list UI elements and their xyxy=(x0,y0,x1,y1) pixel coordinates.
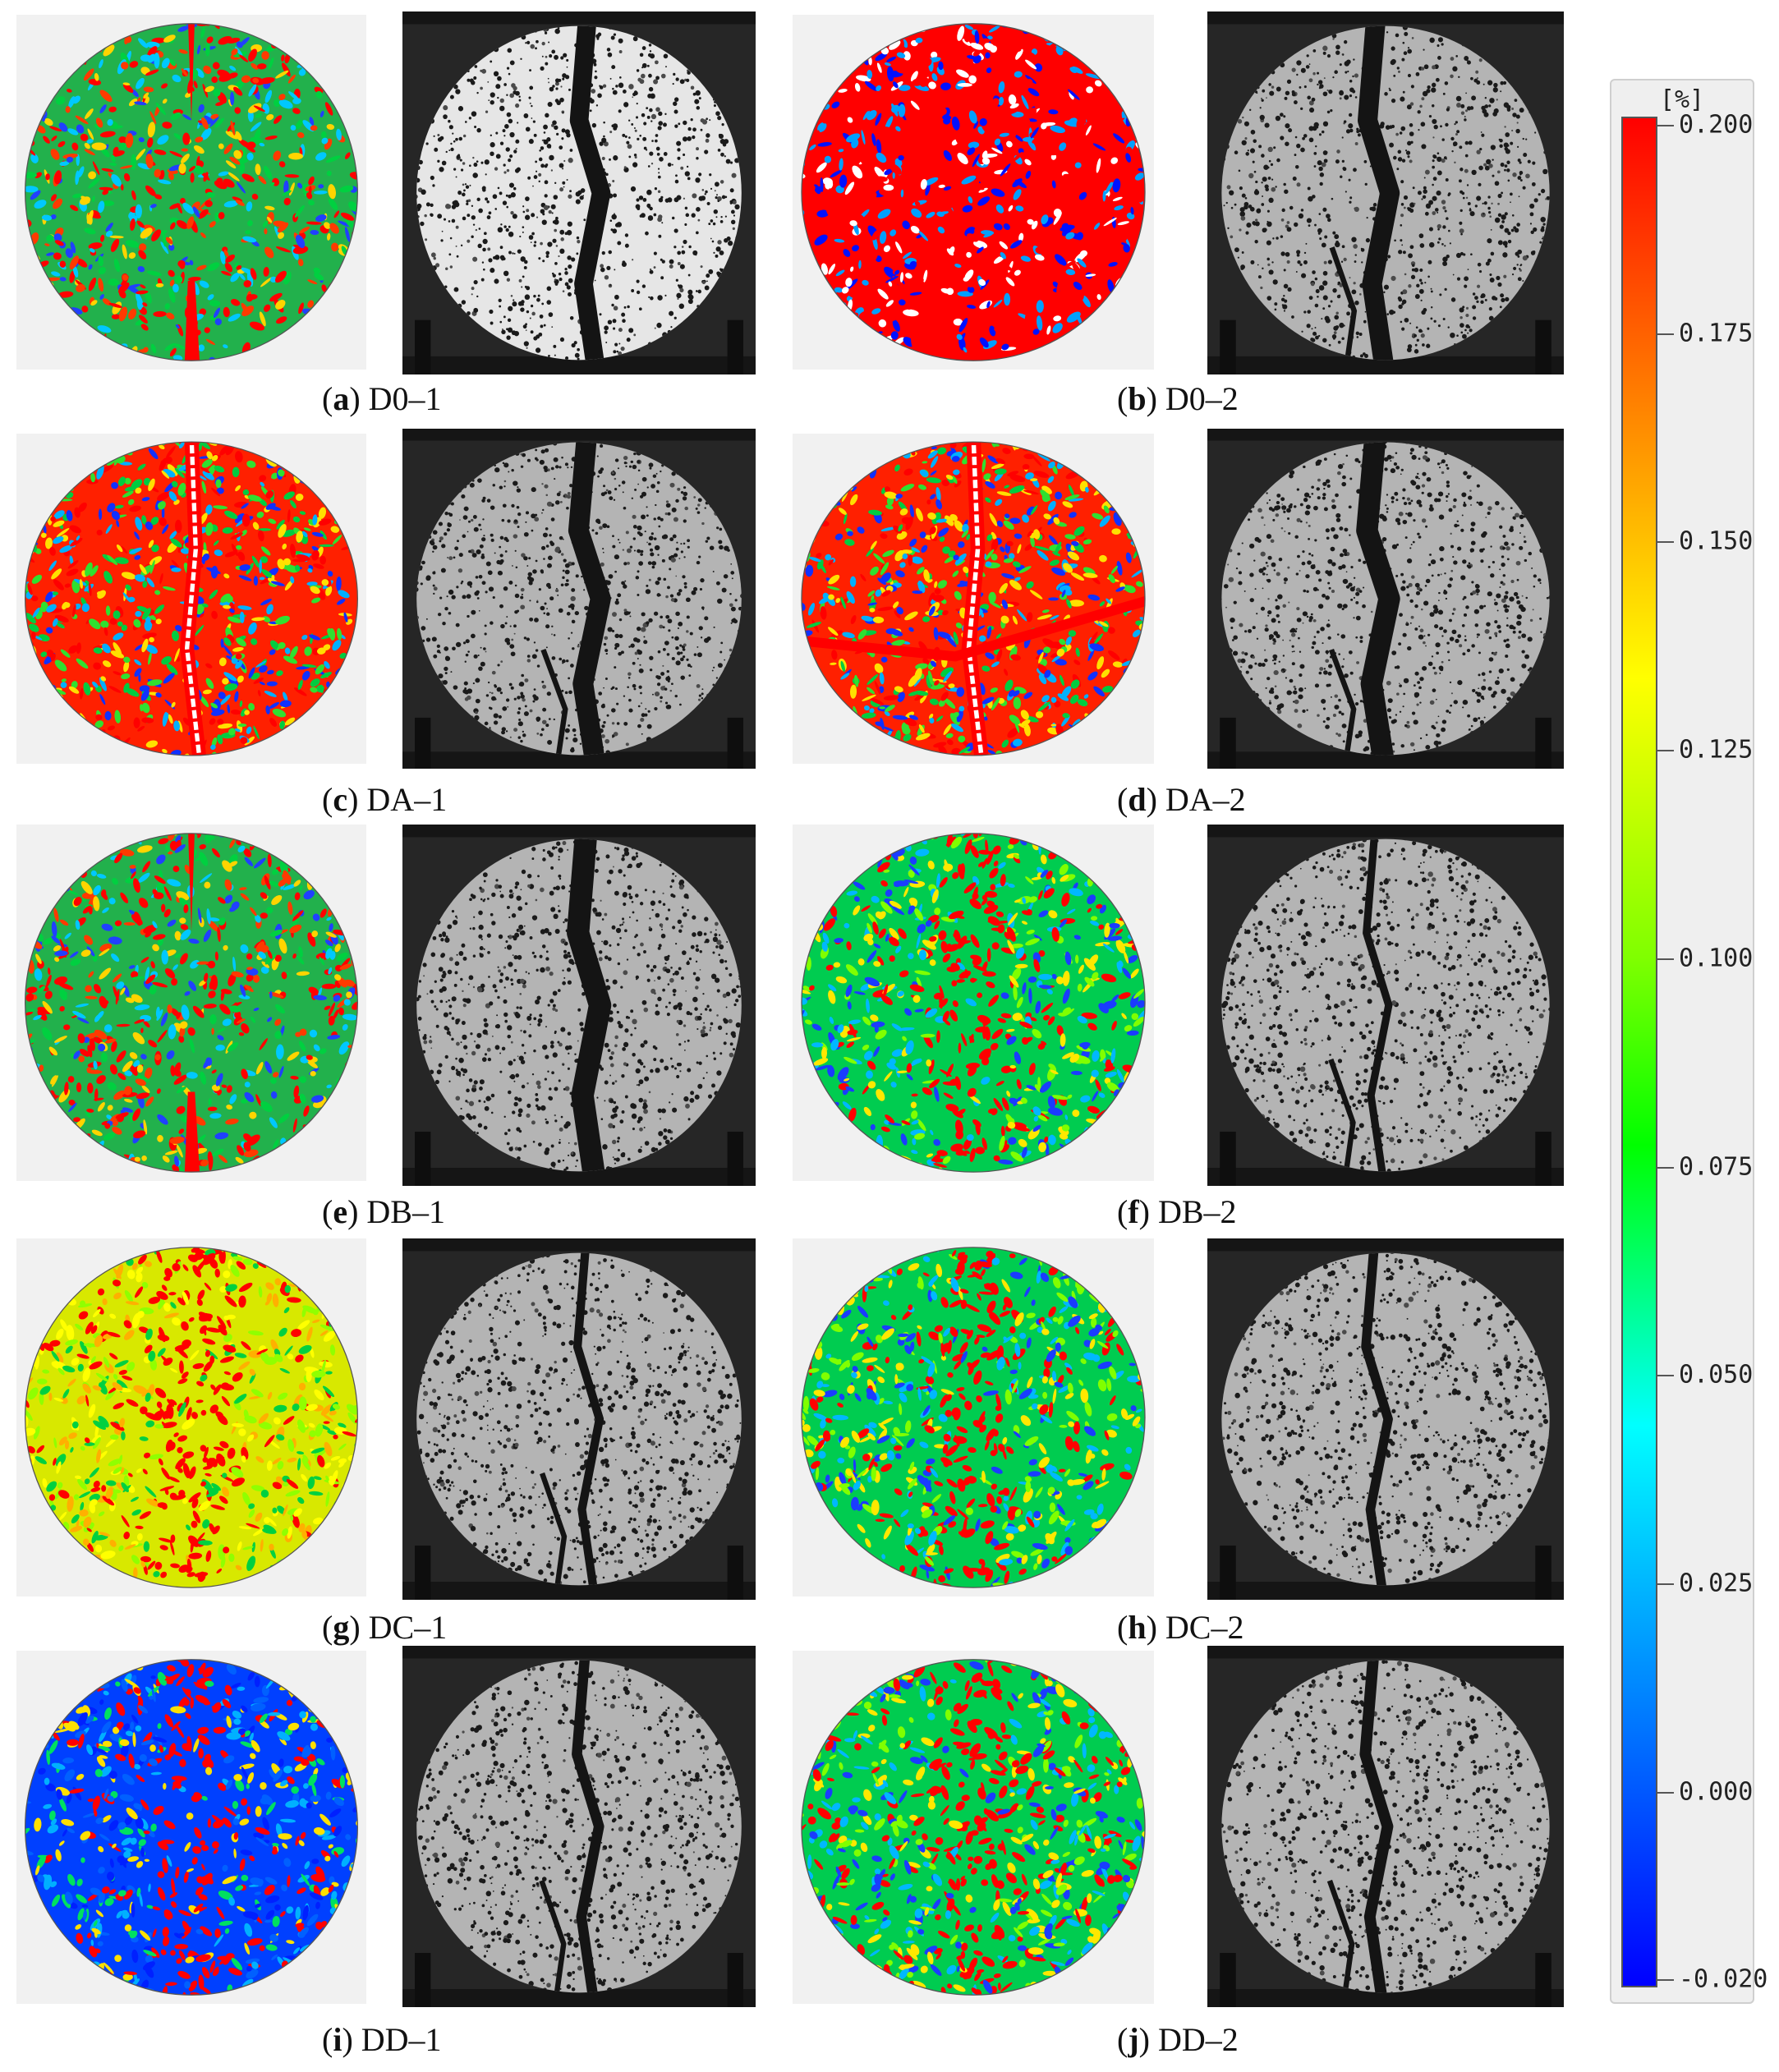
panel-label: DB–2 xyxy=(1150,1193,1237,1230)
legend-unit: [%] xyxy=(1611,85,1753,114)
legend-tick xyxy=(1657,1791,1674,1794)
legend-tick-label: 0.200 xyxy=(1679,111,1753,140)
specimen-photo xyxy=(402,11,756,374)
panel-label: D0–1 xyxy=(361,380,442,417)
specimen-photo xyxy=(402,1238,756,1600)
strain-contour-map xyxy=(16,1238,366,1596)
colorbar-legend: [%] 0.200 0.175 0.150 0.125 0.100 0.075 0.050 0… xyxy=(1610,79,1768,2004)
legend-tick-label: 0.150 xyxy=(1679,527,1753,556)
specimen-photo xyxy=(402,1646,756,2007)
legend-tick xyxy=(1657,1979,1674,1981)
panel-label: DB–1 xyxy=(358,1193,445,1230)
legend-tick xyxy=(1657,958,1674,960)
legend-tick-label: 0.075 xyxy=(1679,1152,1753,1181)
panel-label: D0–2 xyxy=(1157,380,1239,417)
panel-label: DA–2 xyxy=(1157,781,1246,818)
specimen-photo xyxy=(1207,11,1564,374)
panel-label: DD–2 xyxy=(1150,2021,1239,2058)
panel-letter: i xyxy=(333,2021,342,2058)
specimen-photo xyxy=(1207,825,1564,1186)
panel-caption: (a) D0–1 xyxy=(322,379,442,418)
specimen-photo xyxy=(402,429,756,769)
specimen-photo xyxy=(402,825,756,1186)
specimen-photo xyxy=(1207,1238,1564,1600)
strain-contour-map xyxy=(793,1651,1154,2004)
legend-tick-label: 0.050 xyxy=(1679,1361,1753,1390)
legend-tick-label: 0.025 xyxy=(1679,1569,1753,1597)
legend-tick xyxy=(1657,1583,1674,1585)
legend-tick xyxy=(1657,1166,1674,1169)
legend-tick xyxy=(1657,541,1674,544)
legend-tick xyxy=(1657,750,1674,752)
panel-label: DA–1 xyxy=(358,781,447,818)
panel-letter: d xyxy=(1128,781,1146,818)
strain-contour-map xyxy=(16,825,366,1181)
legend-tick-label: 0.100 xyxy=(1679,944,1753,972)
panel-caption: (e) DB–1 xyxy=(322,1192,445,1231)
specimen-photo xyxy=(1207,429,1564,769)
panel-label: DC–2 xyxy=(1157,1609,1244,1646)
panel-letter: h xyxy=(1128,1609,1146,1646)
legend-tick xyxy=(1657,333,1674,335)
legend-tick-label: 0.125 xyxy=(1679,736,1753,765)
strain-contour-map xyxy=(16,434,366,764)
panel-caption: (g) DC–1 xyxy=(322,1608,447,1647)
panel-caption: (f) DB–2 xyxy=(1117,1192,1237,1231)
panel-label: DD–1 xyxy=(353,2021,442,2058)
panel-caption: (b) D0–2 xyxy=(1117,379,1239,418)
panel-caption: (j) DD–2 xyxy=(1117,2020,1239,2059)
specimen-photo xyxy=(1207,1646,1564,2007)
panel-letter: a xyxy=(333,380,349,417)
panel-letter: c xyxy=(333,781,347,818)
panel-caption: (c) DA–1 xyxy=(322,780,447,819)
legend-tick xyxy=(1657,1375,1674,1377)
strain-contour-map xyxy=(793,825,1154,1181)
legend-tick-label: 0.000 xyxy=(1679,1777,1753,1806)
strain-contour-map xyxy=(16,15,366,370)
legend-tick-label: -0.020 xyxy=(1679,1965,1768,1994)
panel-letter: g xyxy=(333,1609,349,1646)
panel-caption: (d) DA–2 xyxy=(1117,780,1246,819)
legend-tick-label: 0.175 xyxy=(1679,319,1753,347)
strain-contour-map xyxy=(16,1651,366,2004)
legend-tick xyxy=(1657,125,1674,126)
panel-letter: f xyxy=(1128,1193,1138,1230)
strain-contour-map xyxy=(793,434,1154,764)
panel-letter: e xyxy=(333,1193,347,1230)
strain-contour-map xyxy=(793,15,1154,370)
panel-caption: (h) DC–2 xyxy=(1117,1608,1243,1647)
panel-letter: b xyxy=(1128,380,1146,417)
panel-caption: (i) DD–1 xyxy=(322,2020,442,2059)
panel-label: DC–1 xyxy=(361,1609,448,1646)
legend-gradient-bar xyxy=(1621,117,1657,1987)
strain-contour-map xyxy=(793,1238,1154,1596)
panel-letter: j xyxy=(1128,2021,1138,2058)
